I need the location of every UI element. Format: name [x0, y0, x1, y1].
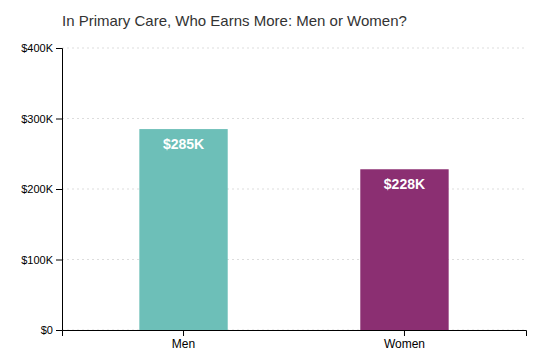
y-tick: $100K	[21, 254, 62, 266]
x-tick: Women	[384, 330, 425, 351]
x-tick: Men	[172, 330, 195, 351]
y-tick-label: $0	[41, 324, 53, 336]
y-tick: $400K	[21, 42, 62, 54]
data-labels: $285K $228K	[163, 136, 425, 192]
y-tick: $200K	[21, 183, 62, 195]
x-tick-label: Women	[384, 337, 425, 351]
y-axis-line	[56, 49, 63, 331]
y-tick-label: $100K	[21, 254, 53, 266]
plot: $285K $228K $0 $100K $200K $300K $400K Men Women	[21, 42, 526, 351]
x-axis-line	[63, 331, 527, 337]
bars	[139, 129, 448, 330]
y-axis: $0 $100K $200K $300K $400K	[21, 42, 62, 336]
y-tick-mark	[56, 48, 62, 49]
y-tick-mark	[56, 189, 62, 190]
grid-line	[62, 259, 526, 260]
y-tick-mark	[56, 330, 62, 331]
grid-line	[62, 48, 526, 49]
grid-line	[62, 189, 526, 190]
title: In Primary Care, Who Earns More: Men or …	[62, 12, 407, 29]
bar	[360, 169, 448, 330]
y-tick-label: $200K	[21, 183, 53, 195]
y-tick-label: $300K	[21, 113, 53, 125]
grid-line	[62, 118, 526, 119]
x-axis: Men Women	[63, 330, 527, 351]
y-tick-label: $400K	[21, 42, 53, 54]
y-tick-mark	[56, 119, 62, 120]
data-label: $228K	[384, 176, 425, 192]
bar	[139, 129, 227, 330]
x-tick-mark	[183, 330, 184, 336]
y-tick: $0	[41, 324, 62, 336]
x-tick-mark	[404, 330, 405, 336]
data-label: $285K	[163, 136, 204, 152]
y-tick-mark	[56, 260, 62, 261]
x-tick-label: Men	[172, 337, 195, 351]
grid	[62, 48, 526, 330]
y-tick: $300K	[21, 113, 62, 125]
chart: In Primary Care, Who Earns More: Men or …	[0, 0, 550, 364]
